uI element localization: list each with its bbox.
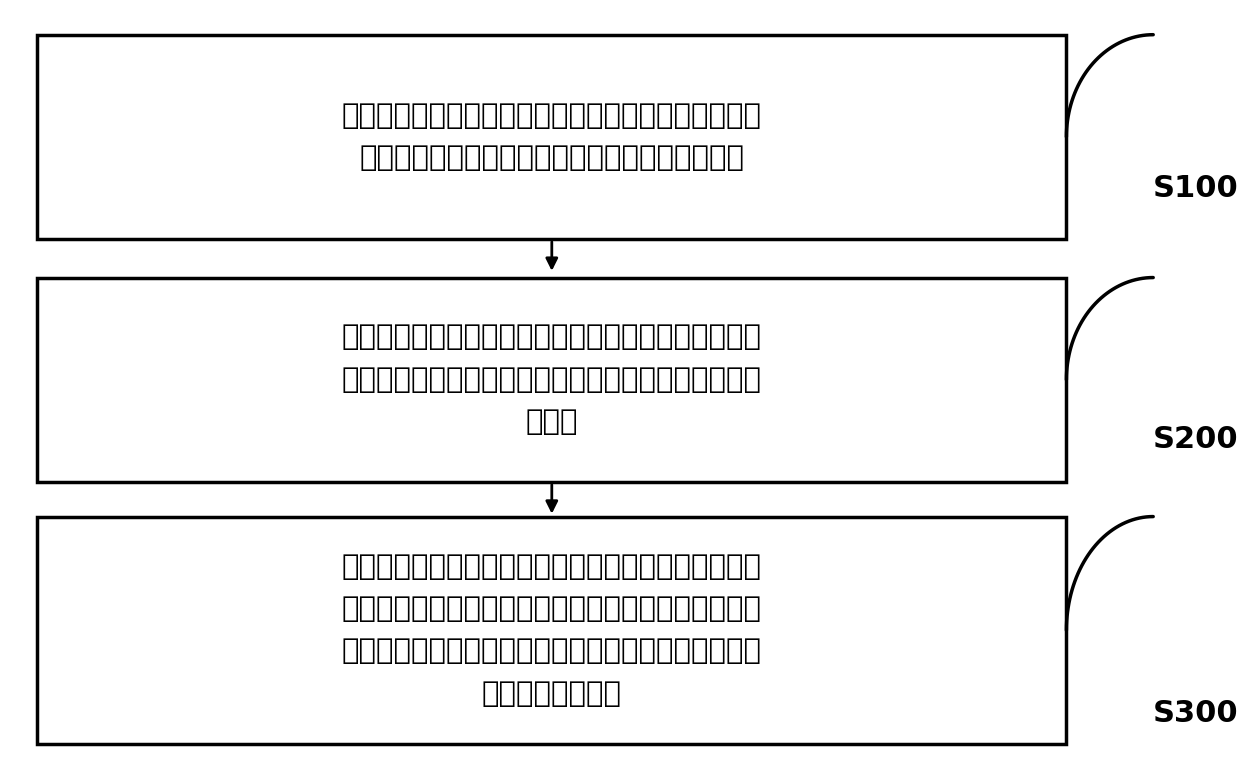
Text: 根据所述图像数据确定待点胶工件的实际图像坐标，并
根据所述实际图像的坐标与所述基准点的坐标确定空间
偏移量: 根据所述图像数据确定待点胶工件的实际图像坐标，并 根据所述实际图像的坐标与所述基… <box>342 323 761 436</box>
Bar <box>37 517 1066 744</box>
Text: S100: S100 <box>1153 174 1239 204</box>
Text: 在点胶平台旋转至水平的点胶面时，控制视觉相机移动
至所述点胶面的基准点位置并获取对应的图像数据: 在点胶平台旋转至水平的点胶面时，控制视觉相机移动 至所述点胶面的基准点位置并获取… <box>342 102 761 172</box>
Bar <box>37 35 1066 239</box>
Bar <box>37 278 1066 482</box>
Text: S300: S300 <box>1153 699 1239 728</box>
Text: 在所述点胶平台旋转一个角度后执行点胶时，根据所述
空间偏移量计算所述点胶平台三轴方向上的补偿量，通
过对所述三轴方向上的补偿量进行补偿确定所述点胶平
台实际的点: 在所述点胶平台旋转一个角度后执行点胶时，根据所述 空间偏移量计算所述点胶平台三轴… <box>342 553 761 708</box>
Text: S200: S200 <box>1153 425 1239 454</box>
